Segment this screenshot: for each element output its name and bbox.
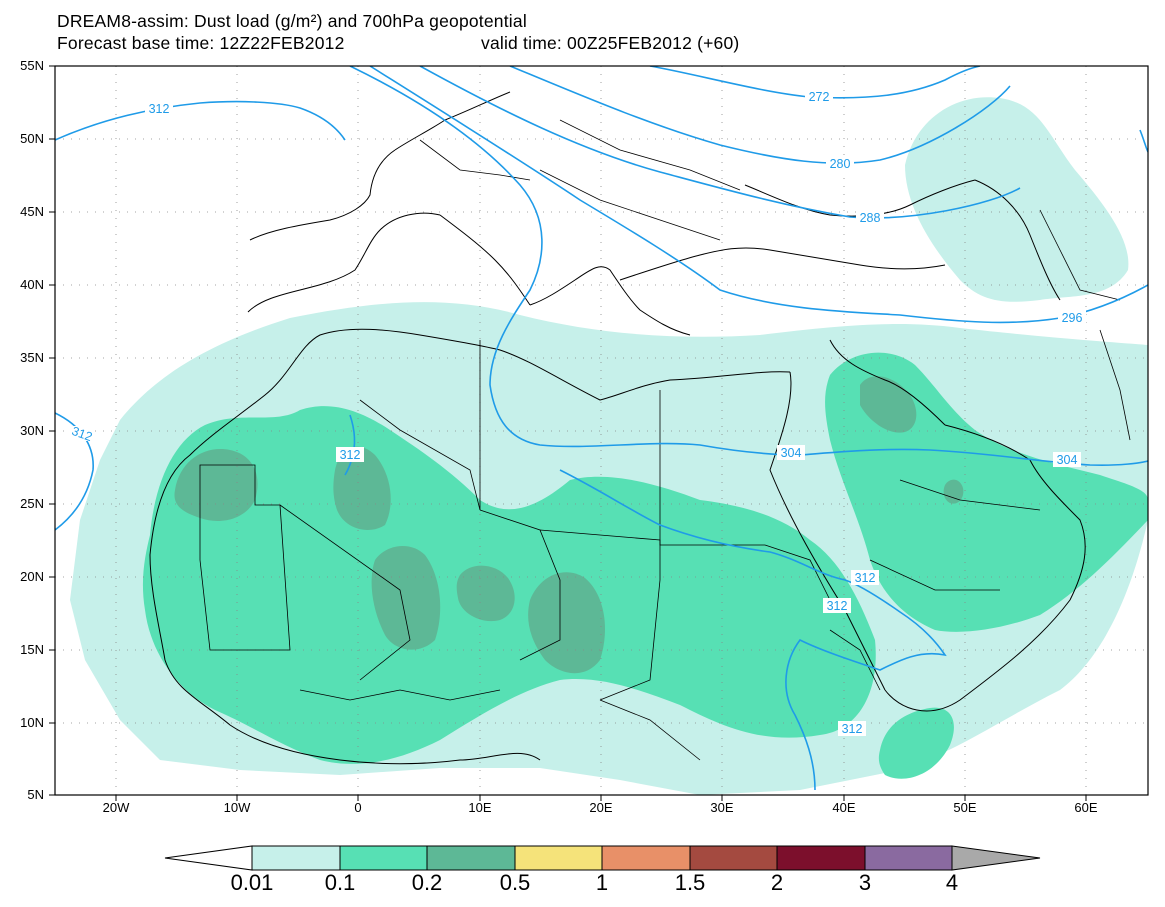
dust-region-dark-5 — [528, 572, 605, 674]
dust-region-dark-1 — [174, 449, 258, 521]
colorbar-label-2: 2 — [770, 870, 784, 895]
lat-label-20n: 20N — [20, 569, 44, 584]
contour-label-296: 296 — [1062, 311, 1083, 325]
colorbar-label-0.01: 0.01 — [230, 870, 274, 895]
dust-region-dark-7 — [943, 479, 964, 504]
dust-region-northeast-light — [905, 97, 1129, 302]
lon-label-20w: 20W — [102, 800, 130, 815]
coastlines — [149, 91, 1086, 765]
lat-label-35n: 35N — [20, 350, 44, 365]
lat-label-55n: 55N — [20, 58, 44, 73]
lat-label-15n: 15N — [20, 642, 44, 657]
colorbar-label-1: 1 — [595, 870, 609, 895]
colorbar — [164, 845, 1041, 871]
lon-label-30e: 30E — [710, 800, 734, 815]
contour-label-312-c: 312 — [340, 448, 361, 462]
lat-label-25n: 25N — [20, 496, 44, 511]
contour-272 — [649, 66, 981, 99]
contour-288 — [419, 66, 1021, 219]
contour-label-312-f: 312 — [842, 722, 863, 736]
dust-region-dark-2 — [333, 446, 391, 530]
colorbar-bin-2 — [426, 845, 516, 871]
colorbar-label-4: 4 — [945, 870, 959, 895]
contour-312-ne — [1139, 129, 1148, 153]
contour-304 — [349, 66, 1148, 466]
lat-label-40n: 40N — [20, 277, 44, 292]
lat-label-45n: 45N — [20, 204, 44, 219]
lon-label-20e: 20E — [589, 800, 613, 815]
colorbar-label-0.1: 0.1 — [324, 870, 356, 895]
contour-280 — [509, 66, 1011, 164]
colorbar-bin-3 — [514, 845, 603, 871]
country-borders — [199, 119, 1131, 761]
lat-label-50n: 50N — [20, 131, 44, 146]
colorbar-bin-1 — [339, 845, 428, 871]
valid-time-text: valid time: 00Z25FEB2012 (+60) — [481, 33, 740, 53]
contour-label-288: 288 — [860, 211, 881, 225]
contour-label-304-a: 304 — [781, 446, 802, 460]
lat-label-5n: 5N — [27, 787, 44, 802]
colorbar-label-0.2: 0.2 — [411, 870, 443, 895]
colorbar-bin-4 — [601, 845, 691, 871]
axis-ticks — [49, 65, 1087, 801]
contour-312-west — [55, 100, 346, 141]
colorbar-high-arrow — [951, 845, 1041, 871]
lon-label-10e: 10E — [468, 800, 492, 815]
contour-labels: 272 280 288 296 304 304 312 312 312 312 … — [66, 89, 1086, 736]
contour-label-312-e: 312 — [827, 599, 848, 613]
forecast-base-time: Forecast base time: 12Z22FEB2012 valid ti… — [57, 33, 739, 53]
contour-label-272: 272 — [809, 90, 830, 104]
contour-label-304-b: 304 — [1057, 453, 1078, 467]
colorbar-label-0.5: 0.5 — [499, 870, 531, 895]
colorbar-low-arrow — [164, 845, 253, 871]
colorbar-bin-7 — [864, 845, 953, 871]
lat-label-30n: 30N — [20, 423, 44, 438]
lon-label-50e: 50E — [953, 800, 977, 815]
colorbar-label-1.5: 1.5 — [674, 870, 706, 895]
contour-label-312-d: 312 — [855, 571, 876, 585]
colorbar-label-3: 3 — [858, 870, 872, 895]
dust-region-dark-4 — [456, 565, 515, 622]
lon-label-60e: 60E — [1074, 800, 1098, 815]
contour-label-312-b: 312 — [70, 424, 94, 444]
geopotential-contours — [55, 66, 1148, 791]
colorbar-bin-5 — [689, 845, 778, 871]
map-title: DREAM8-assim: Dust load (g/m²) and 700hP… — [57, 11, 527, 31]
contour-312-main — [559, 469, 947, 791]
dust-region-horn-medium — [878, 707, 954, 779]
lat-label-10n: 10N — [20, 715, 44, 730]
contour-312-sw — [55, 412, 94, 531]
lon-label-0: 0 — [354, 800, 362, 815]
colorbar-bin-0 — [251, 845, 341, 871]
dust-layer-dark — [174, 376, 964, 674]
contour-label-280: 280 — [830, 157, 851, 171]
base-time-text: Forecast base time: 12Z22FEB2012 — [57, 33, 345, 53]
contour-label-312-a: 312 — [149, 102, 170, 116]
lon-label-10w: 10W — [223, 800, 251, 815]
lon-label-40e: 40E — [832, 800, 856, 815]
dust-region-dark-6 — [860, 376, 917, 433]
dust-region-dark-3 — [371, 545, 441, 650]
colorbar-bin-6 — [776, 845, 866, 871]
